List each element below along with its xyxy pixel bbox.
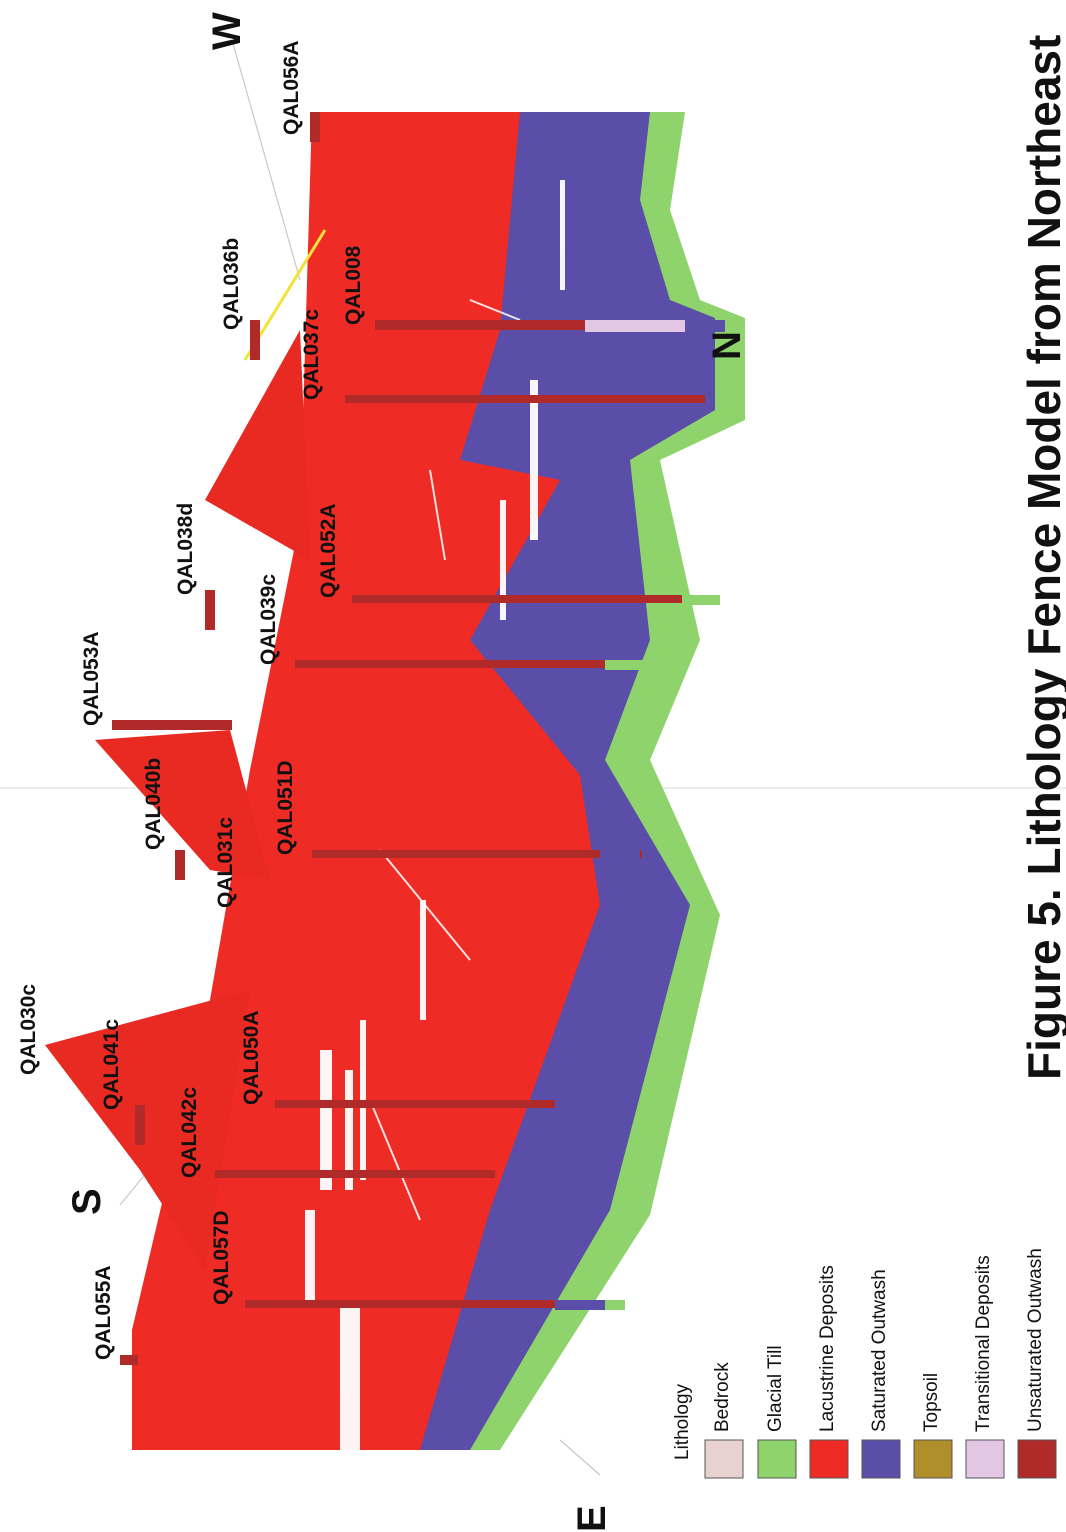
well-label: QAL031c xyxy=(214,817,237,908)
well-column-qal037c xyxy=(345,395,705,403)
well-label: QAL037c xyxy=(300,309,323,400)
well-label: QAL050A xyxy=(240,1010,263,1105)
legend-item-lacustrine: Lacustrine Deposits xyxy=(809,1265,849,1479)
figure-title: Figure 5. Lithology Fence Model from Nor… xyxy=(1018,35,1066,1080)
legend-label: Bedrock xyxy=(712,1362,733,1432)
well-label: QAL038d xyxy=(174,503,197,595)
well-column-qal056a xyxy=(310,112,320,142)
well-label: QAL055A xyxy=(92,1265,115,1360)
well-label: QAL052A xyxy=(317,503,340,598)
well-column-qal057d xyxy=(245,1300,625,1310)
well-column-qal050a xyxy=(275,1100,600,1110)
well-label: QAL030c xyxy=(17,984,40,1075)
well-label: QAL053A xyxy=(80,631,103,726)
lithology-legend: Lithology Bedrock Glacial Till Lacustrin… xyxy=(672,1248,1057,1479)
lacustrine-peak-north xyxy=(205,330,310,560)
legend-label: Topsoil xyxy=(921,1373,942,1432)
well-label: QAL039c xyxy=(257,574,280,665)
legend-item-unsaturated-outwash: Unsaturated Outwash xyxy=(1017,1248,1057,1479)
legend-label: Transitional Deposits xyxy=(973,1255,994,1432)
legend-item-transitional: Transitional Deposits xyxy=(965,1255,1005,1479)
lacustrine-peak-south xyxy=(45,990,250,1270)
well-column-qal039c xyxy=(295,660,685,670)
well-label: QAL051D xyxy=(274,760,297,855)
legend-label: Lacustrine Deposits xyxy=(817,1265,838,1432)
well-column-qal042c xyxy=(215,1170,495,1178)
well-label: QAL056A xyxy=(280,40,303,135)
well-label: QAL008 xyxy=(342,245,365,325)
compass-labels: W S E N xyxy=(65,12,749,1532)
well-column-qal053a xyxy=(112,720,232,730)
well-column-qal052a xyxy=(352,595,720,605)
well-label: QAL042c xyxy=(178,1087,201,1178)
well-column-qal038d xyxy=(205,590,215,630)
compass-north: N xyxy=(705,331,749,360)
legend-label: Saturated Outwash xyxy=(869,1269,890,1432)
well-column-qal008 xyxy=(375,320,725,332)
legend-heading: Lithology xyxy=(672,1383,693,1460)
legend-label: Glacial Till xyxy=(765,1345,786,1432)
well-label: QAL041c xyxy=(100,1019,123,1110)
well-label: QAL057D xyxy=(210,1210,233,1305)
legend-item-glacial-till: Glacial Till xyxy=(757,1345,797,1479)
compass-south: S xyxy=(65,1188,109,1215)
well-column-qal041c xyxy=(135,1105,145,1145)
legend-label: Unsaturated Outwash xyxy=(1025,1248,1046,1432)
compass-east: E xyxy=(570,1505,614,1532)
lacustrine-peak-middle xyxy=(95,730,270,880)
lacustrine-streaks xyxy=(369,299,521,1221)
well-column-qal051d xyxy=(312,850,642,860)
well-columns xyxy=(112,112,725,1365)
well-column-qal055a xyxy=(120,1355,138,1365)
well-label: QAL036b xyxy=(220,238,243,330)
legend-item-topsoil: Topsoil xyxy=(913,1373,953,1479)
well-column-qal036b xyxy=(250,320,260,360)
compass-west: W xyxy=(205,12,249,50)
legend-item-bedrock: Bedrock xyxy=(704,1362,744,1479)
lacustrine-layer xyxy=(132,112,600,1450)
well-label: QAL040b xyxy=(142,758,165,850)
legend-item-saturated-outwash: Saturated Outwash xyxy=(861,1269,901,1479)
well-labels: QAL056A QAL036b QAL008 QAL037c QAL038d Q… xyxy=(17,40,365,1360)
fence-panel xyxy=(45,112,745,1450)
well-column-qal031c xyxy=(175,850,185,880)
